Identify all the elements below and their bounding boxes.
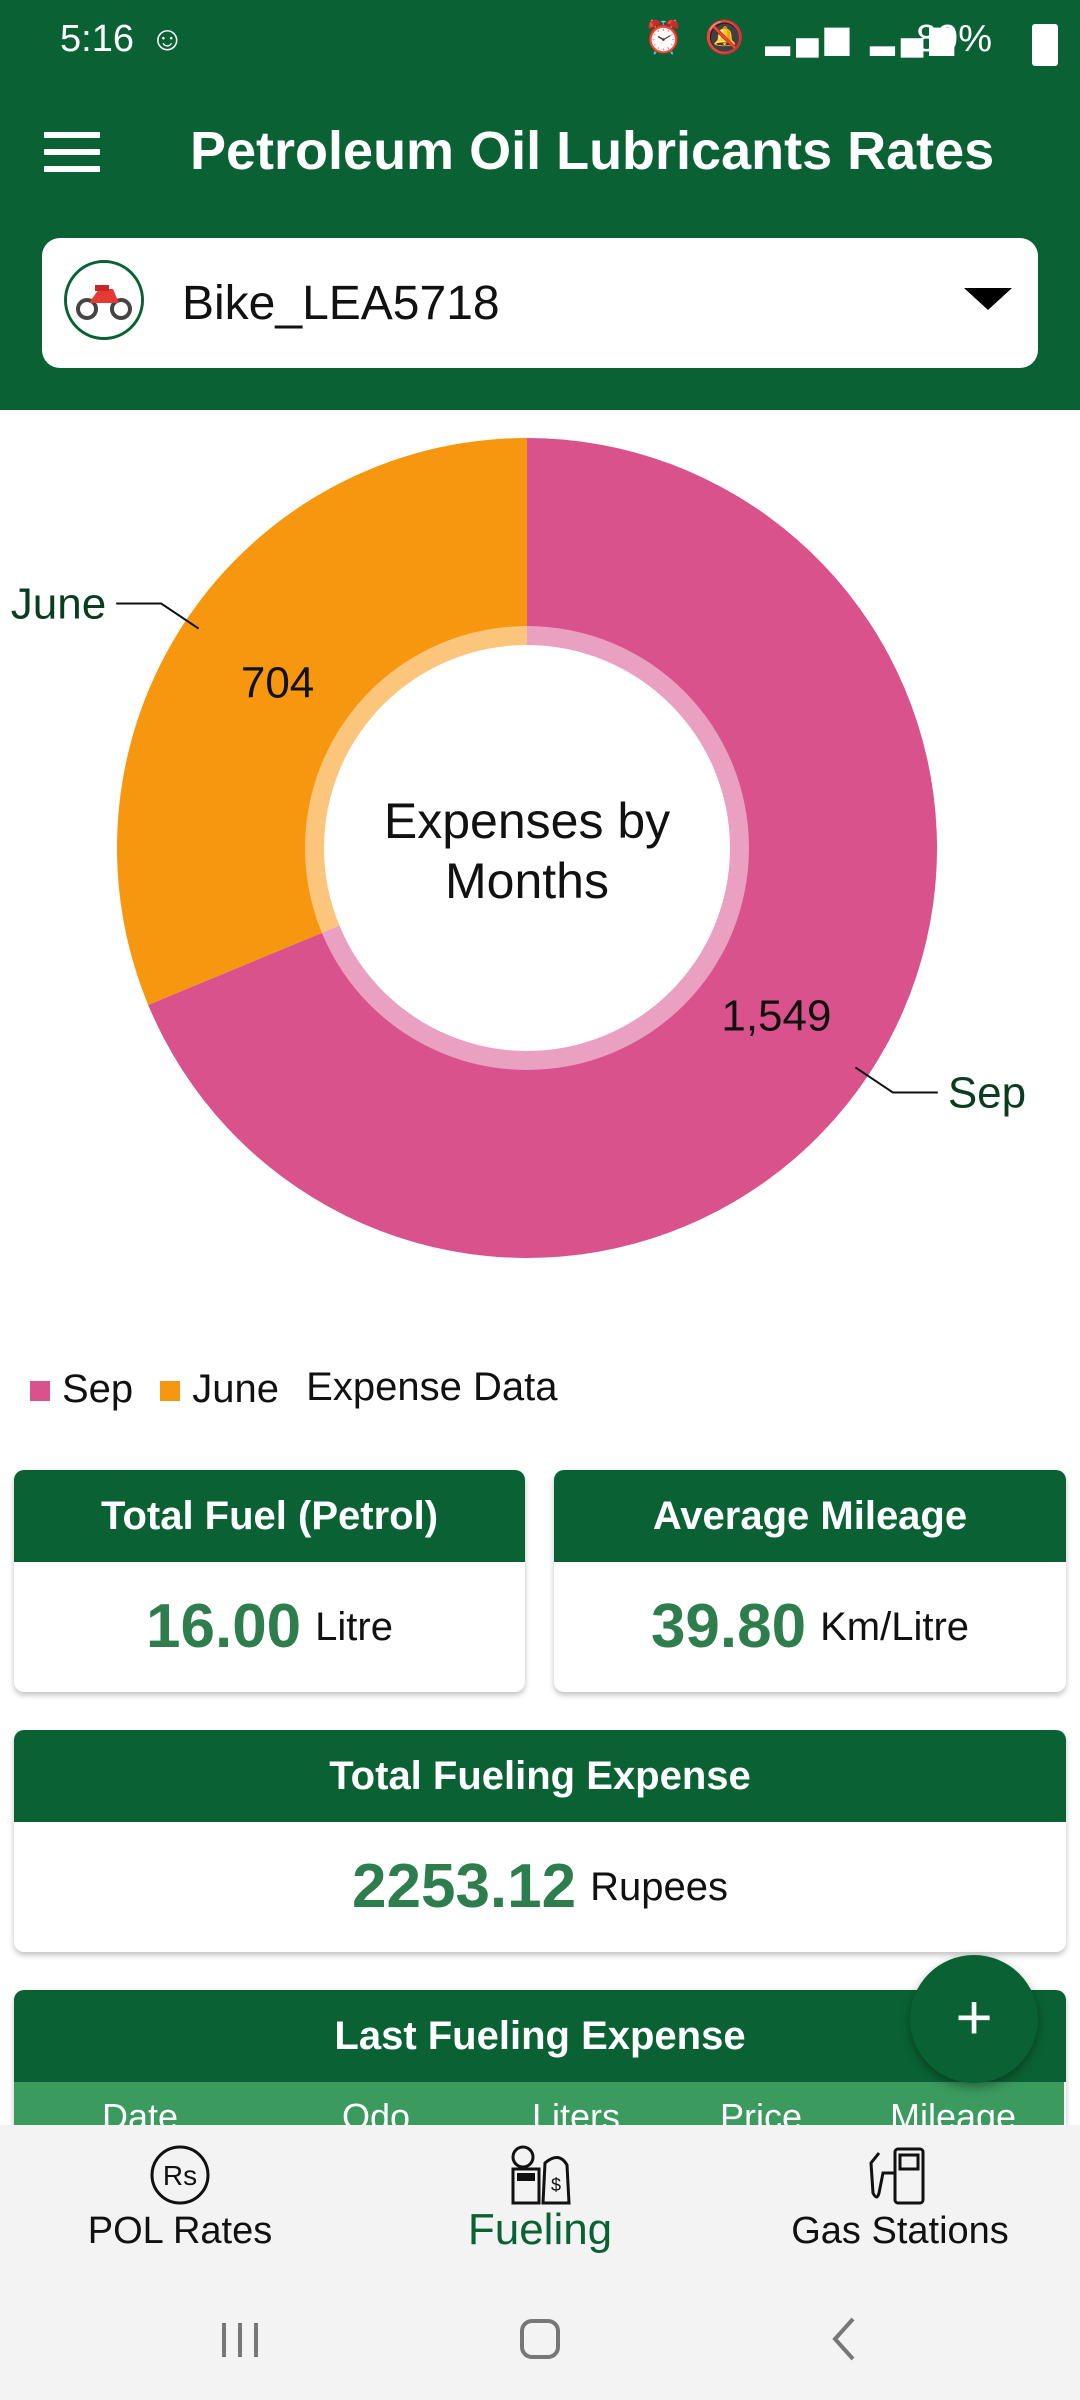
- total-fuel-value: 16.00: [146, 1592, 302, 1661]
- average-mileage-unit: Km/Litre: [820, 1605, 970, 1649]
- app-header: 5:16 ☺ ⏰ 🔕 ▂▄▆ ▂▄▆ 89% Petroleum Oil Lub…: [0, 0, 1080, 410]
- nav-gas-stations[interactable]: Gas Stations: [720, 2125, 1080, 2275]
- battery-icon: [1032, 24, 1058, 66]
- legend-item-sep: Sep: [30, 1367, 144, 1411]
- svg-text:Rs: Rs: [163, 2160, 197, 2191]
- column-odo: Odo: [342, 2096, 411, 2125]
- total-fuel-title: Total Fuel (Petrol): [14, 1470, 525, 1562]
- motorbike-icon: [64, 260, 144, 340]
- legend-label-june: June: [192, 1366, 280, 1411]
- average-mileage-value: 39.80: [650, 1592, 807, 1661]
- total-expense-body: 2253.12 Rupees: [14, 1822, 1066, 1952]
- system-nav-bar: [0, 2275, 1080, 2400]
- dropdown-arrow-icon[interactable]: [964, 288, 1012, 310]
- legend-label-sep: Sep: [62, 1366, 134, 1411]
- column-date: Date: [102, 2096, 179, 2125]
- nav-label-pol-rates: POL Rates: [87, 2210, 273, 2252]
- chart-center-title-line1: Expenses by: [384, 793, 670, 849]
- notification-icon: ☺: [150, 20, 185, 58]
- legend-swatch-sep: [30, 1381, 50, 1402]
- total-expense-card: Total Fueling Expense 2253.12 Rupees: [14, 1730, 1066, 1952]
- vehicle-name: Bike_LEA5718: [182, 277, 500, 330]
- fuel-expense-icon: $: [511, 2145, 571, 2205]
- total-expense-value: 2253.12: [352, 1852, 577, 1921]
- value-label-june: 704: [241, 658, 314, 707]
- total-fuel-unit: Litre: [315, 1605, 393, 1649]
- rupee-icon: Rs: [150, 2145, 210, 2205]
- column-mileage: Mileage: [890, 2096, 1017, 2125]
- total-fuel-card: Total Fuel (Petrol) 16.00 Litre: [14, 1470, 525, 1692]
- category-label-sep: Sep: [948, 1068, 1026, 1117]
- leader-line-june: [116, 602, 200, 630]
- total-fuel-body: 16.00 Litre: [14, 1562, 525, 1692]
- leader-line-sep: [854, 1066, 938, 1094]
- chart-hole: [324, 645, 730, 1051]
- fuel-pump-icon: [869, 2147, 925, 2205]
- last-expense-title: Last Fueling Expense: [14, 1990, 1066, 2082]
- nav-label-gas-stations: Gas Stations: [791, 2210, 1009, 2252]
- chart-center-title-line2: Months: [445, 853, 609, 909]
- total-expense-unit: Rupees: [590, 1865, 728, 1909]
- average-mileage-title: Average Mileage: [554, 1470, 1066, 1562]
- svg-text:$: $: [551, 2175, 561, 2195]
- page-title: Petroleum Oil Lubricants Rates: [190, 121, 995, 181]
- home-icon[interactable]: [500, 2303, 580, 2373]
- menu-icon[interactable]: [44, 132, 100, 172]
- nav-pol-rates[interactable]: Rs POL Rates: [0, 2125, 360, 2275]
- status-bar: 5:16 ☺ ⏰ 🔕 ▂▄▆ ▂▄▆ 89%: [0, 0, 1080, 80]
- legend-swatch-june: [160, 1381, 181, 1402]
- last-expense-table-header: Date Odo Liters Price Mileage: [14, 2082, 1064, 2125]
- nav-fueling[interactable]: $ Fueling: [360, 2125, 720, 2275]
- back-icon[interactable]: [805, 2303, 885, 2373]
- value-label-sep: 1,549: [721, 992, 831, 1041]
- chart-legend: Sep June Expense Data: [30, 1365, 557, 1412]
- nav-label-fueling: Fueling: [467, 2205, 613, 2254]
- add-fueling-button[interactable]: +: [910, 1955, 1038, 2083]
- legend-title: Expense Data: [306, 1365, 558, 1409]
- vehicle-dropdown[interactable]: Bike_LEA5718: [42, 238, 1038, 368]
- total-expense-title: Total Fueling Expense: [14, 1730, 1066, 1822]
- battery-percent: 89%: [915, 18, 992, 60]
- status-time: 5:16: [60, 18, 134, 60]
- status-icons: ⏰ 🔕 ▂▄▆ ▂▄▆: [643, 19, 960, 55]
- column-liters: Liters: [532, 2096, 621, 2125]
- recent-apps-icon[interactable]: [200, 2303, 280, 2373]
- average-mileage-body: 39.80 Km/Litre: [554, 1562, 1066, 1692]
- column-price: Price: [720, 2096, 803, 2125]
- expense-donut-chart: Expenses by Months 1,549 Sep 704 June: [11, 438, 1026, 1258]
- legend-item-june: June: [160, 1367, 290, 1411]
- category-label-june: June: [11, 580, 106, 629]
- average-mileage-card: Average Mileage 39.80 Km/Litre: [554, 1470, 1066, 1692]
- bottom-nav: Rs POL Rates $ Fueling Gas Stations: [0, 2125, 1080, 2275]
- last-expense-card: Last Fueling Expense Date Odo Liters Pri…: [14, 1990, 1066, 2125]
